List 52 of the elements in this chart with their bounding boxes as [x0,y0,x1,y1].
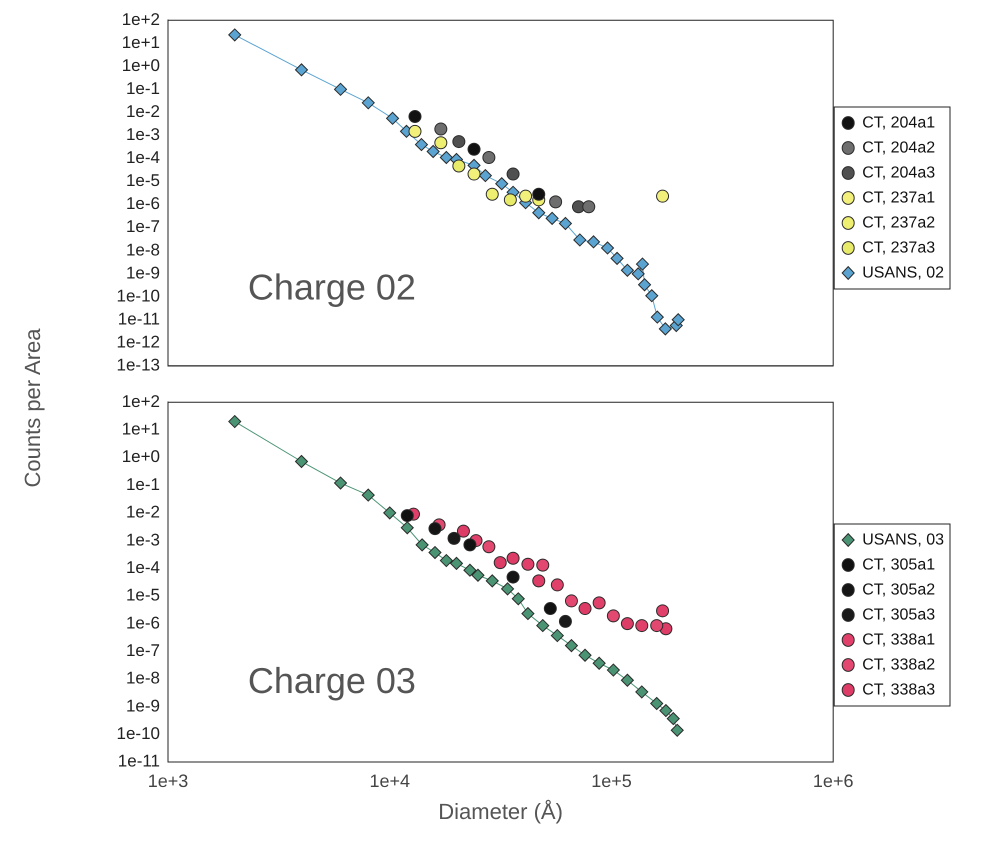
legend-label: CT, 305a3 [862,606,936,624]
legend-label: CT, 305a1 [862,556,936,574]
y-tick-label: 1e-10 [116,724,160,744]
y-tick-label: 1e-11 [118,752,160,771]
x-tick-label: 1e+6 [812,770,854,791]
legend-label: CT, 338a1 [862,631,936,648]
y-tick-label: 1e-5 [126,586,160,605]
y-tick-label: 1e-2 [126,502,160,522]
y-tick-label: 1e-7 [126,217,160,236]
y-tick-label: 1e-4 [126,148,160,168]
y-tick-label: 1e-6 [126,613,160,632]
y-tick-label: 1e-6 [126,194,160,214]
y-tick-label: 1e-9 [126,263,160,282]
y-tick-label: 1e+1 [122,420,160,439]
legend-label: CT, 305a2 [862,581,936,598]
legend-label: CT, 204a1 [862,114,936,132]
x-tick-label: 1e+4 [369,770,410,791]
legend-label: USANS, 02 [862,264,944,282]
y-axis-title: Counts per Area [20,328,46,488]
y-tick-label: 1e-3 [126,125,160,144]
y-tick-label: 1e+0 [122,447,160,466]
y-tick-label: 1e+0 [122,56,160,75]
y-tick-label: 1e+2 [122,392,160,411]
y-tick-label: 1e-13 [116,355,160,374]
legend-label: CT, 237a3 [862,239,936,256]
y-tick-label: 1e-10 [116,286,160,306]
y-tick-label: 1e-7 [126,640,160,660]
x-axis-title: Diameter (Å) [438,798,563,824]
annotation: Charge 02 [248,266,416,308]
y-tick-label: 1e-12 [116,332,160,352]
legend-label: CT, 204a2 [862,139,936,156]
legend-label: CT, 237a2 [862,214,936,232]
x-tick-label: 1e+3 [148,770,188,791]
y-tick-label: 1e-5 [126,171,160,190]
y-tick-label: 1e+1 [122,32,160,52]
legend-label: USANS, 03 [862,531,944,548]
y-tick-label: 1e-8 [126,240,160,260]
y-tick-label: 1e-9 [126,696,160,716]
y-tick-label: 1e-1 [126,79,160,98]
y-tick-label: 1e+2 [122,10,160,29]
y-tick-label: 1e-4 [126,558,160,577]
legend-label: CT, 338a3 [862,681,936,698]
legend-label: CT, 237a1 [862,189,936,206]
annotation: Charge 03 [248,660,416,701]
y-tick-label: 1e-1 [126,474,160,494]
y-tick-label: 1e-3 [126,530,160,550]
legend-label: CT, 204a3 [862,164,936,182]
y-tick-label: 1e-11 [118,309,160,328]
y-tick-label: 1e-2 [126,102,160,122]
legend-label: CT, 338a2 [862,656,936,674]
x-tick-label: 1e+5 [591,770,632,791]
y-tick-label: 1e-8 [126,668,160,688]
